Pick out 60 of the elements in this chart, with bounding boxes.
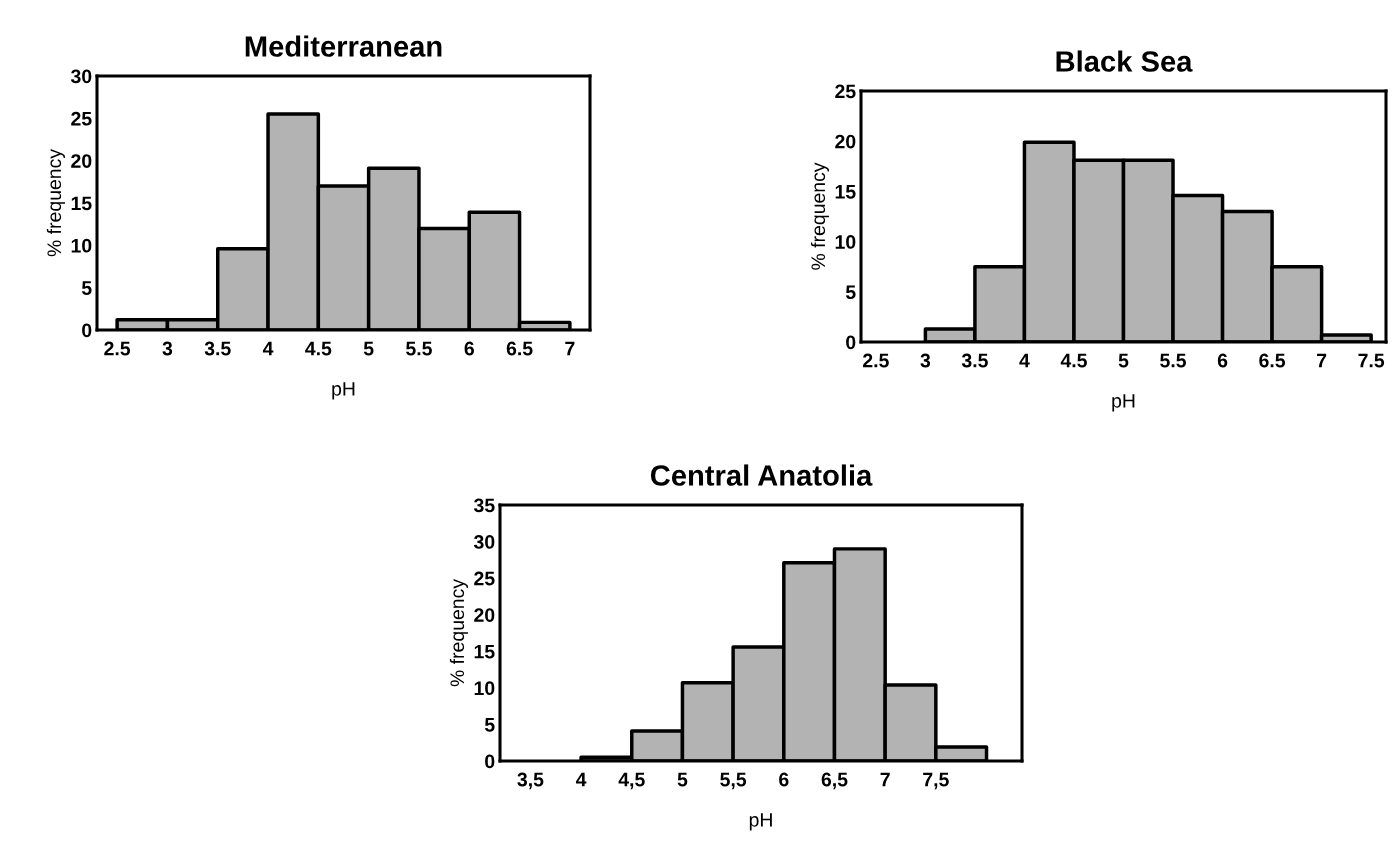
x-tick-label: 5 (1118, 353, 1129, 368)
x-tick-label: 3,5 (517, 772, 544, 790)
y-tick-label: 0 (485, 754, 495, 769)
x-tick-label: 4.5 (1060, 353, 1087, 368)
x-tick-label: 4 (575, 772, 587, 787)
y-tick-label: 15 (474, 644, 495, 659)
chart-title: Central Anatolia (650, 464, 873, 486)
x-axis-title: pH (332, 382, 355, 400)
y-tick-label: 0 (846, 335, 856, 350)
y-tick-label: 20 (835, 134, 856, 149)
y-tick-label: 30 (70, 69, 92, 84)
y-tick-label: 30 (473, 535, 495, 549)
y-axis-title: % frequency (46, 148, 65, 257)
x-tick-label: 5,5 (720, 772, 747, 790)
x-tick-label: 7 (1317, 353, 1327, 368)
x-tick-label: 7.5 (1358, 353, 1385, 368)
x-tick-label: 5.5 (1160, 353, 1186, 368)
x-tick-label: 2.5 (104, 341, 131, 356)
x-axis-title: pH (1112, 394, 1135, 412)
y-tick-label: 5 (81, 281, 92, 295)
y-tick-label: 0 (82, 323, 92, 338)
chart-title: Black Sea (1056, 50, 1193, 72)
x-tick-label: 7 (880, 772, 890, 787)
x-tick-label: 6.5 (506, 341, 533, 356)
y-tick-label: 25 (71, 111, 92, 126)
x-axis-title: pH (749, 813, 772, 831)
x-tick-label: 3 (162, 341, 173, 356)
x-tick-label: 4 (1019, 353, 1030, 368)
y-tick-label: 15 (835, 185, 856, 199)
y-tick-label: 5 (484, 718, 495, 732)
x-tick-label: 6,5 (821, 772, 848, 790)
y-axis-title: % frequency (449, 578, 468, 687)
y-tick-label: 25 (474, 571, 495, 586)
y-tick-label: 20 (71, 154, 92, 168)
x-tick-label: 2.5 (863, 353, 889, 368)
y-tick-label: 10 (71, 238, 92, 253)
y-tick-label: 10 (835, 235, 856, 249)
x-tick-label: 6 (779, 772, 789, 787)
y-tick-label: 5 (845, 285, 856, 300)
chart-title: Mediterranean (245, 35, 442, 57)
x-tick-label: 5 (363, 341, 374, 356)
x-tick-label: 3.5 (204, 341, 231, 356)
y-axis-title: % frequency (810, 162, 829, 270)
x-tick-label: 5 (677, 772, 688, 787)
x-tick-label: 7 (565, 341, 575, 356)
x-tick-label: 5.5 (406, 341, 432, 356)
x-tick-label: 4.5 (305, 341, 332, 356)
y-tick-label: 35 (473, 498, 495, 513)
x-tick-label: 6 (1217, 353, 1228, 368)
x-tick-label: 3.5 (961, 353, 988, 368)
x-tick-label: 6 (464, 341, 474, 356)
x-tick-label: 3 (920, 353, 931, 368)
x-tick-label: 7,5 (923, 772, 949, 790)
y-tick-label: 20 (474, 608, 495, 622)
x-tick-label: 6.5 (1259, 353, 1286, 368)
y-tick-label: 15 (71, 196, 92, 211)
x-tick-label: 4 (262, 341, 274, 356)
y-tick-label: 25 (835, 84, 856, 99)
y-tick-label: 10 (474, 681, 495, 696)
x-tick-label: 4,5 (618, 772, 645, 790)
